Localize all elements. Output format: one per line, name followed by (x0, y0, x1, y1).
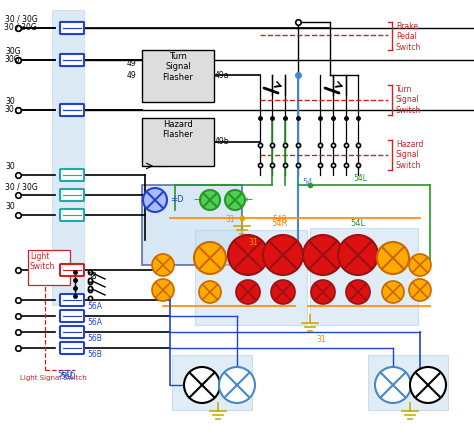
Text: 30: 30 (5, 202, 15, 211)
Circle shape (225, 190, 245, 210)
Circle shape (410, 367, 446, 403)
Text: 54L: 54L (350, 219, 365, 228)
Circle shape (303, 235, 343, 275)
Text: 54R: 54R (272, 219, 288, 228)
Text: 58: 58 (87, 272, 97, 281)
Text: Light
Switch: Light Switch (30, 252, 55, 271)
Text: 56D: 56D (57, 370, 73, 379)
FancyBboxPatch shape (60, 310, 84, 322)
Circle shape (409, 254, 431, 276)
Circle shape (338, 235, 378, 275)
FancyBboxPatch shape (60, 294, 84, 306)
Text: 56A: 56A (87, 318, 102, 327)
Text: Hazard
Signal
Switch: Hazard Signal Switch (396, 140, 423, 170)
Text: 30G: 30G (4, 55, 19, 64)
Text: 30 / 30G: 30 / 30G (5, 182, 38, 191)
FancyBboxPatch shape (60, 54, 84, 66)
Text: =D: =D (170, 195, 183, 204)
Circle shape (346, 280, 370, 304)
Text: 30G: 30G (5, 47, 21, 56)
Circle shape (152, 254, 174, 276)
Circle shape (152, 279, 174, 301)
Text: 31: 31 (248, 238, 258, 247)
Text: Hazard
Flasher: Hazard Flasher (163, 120, 193, 139)
FancyBboxPatch shape (60, 169, 84, 181)
Circle shape (263, 235, 303, 275)
FancyBboxPatch shape (60, 22, 84, 34)
Bar (52, 10, 84, 305)
FancyBboxPatch shape (60, 326, 84, 338)
Circle shape (200, 190, 220, 210)
Text: 54L: 54L (353, 174, 367, 183)
Text: 54R: 54R (273, 215, 288, 224)
Circle shape (271, 280, 295, 304)
Bar (28, 250, 70, 285)
Circle shape (143, 188, 167, 212)
Text: Turn
Signal
Flasher: Turn Signal Flasher (163, 52, 193, 82)
Circle shape (194, 242, 226, 274)
Circle shape (409, 279, 431, 301)
Circle shape (311, 280, 335, 304)
Bar (172, 355, 252, 410)
FancyBboxPatch shape (60, 342, 84, 354)
Circle shape (236, 280, 260, 304)
Circle shape (199, 281, 221, 303)
Circle shape (382, 281, 404, 303)
Circle shape (375, 367, 411, 403)
Text: 30 / 30G: 30 / 30G (4, 23, 37, 32)
Text: 49a: 49a (215, 71, 229, 80)
Text: →: → (194, 195, 202, 205)
Text: 54: 54 (302, 178, 312, 187)
Text: 31: 31 (316, 335, 326, 344)
Text: 56A: 56A (87, 302, 102, 311)
FancyBboxPatch shape (60, 264, 84, 276)
FancyBboxPatch shape (60, 104, 84, 116)
Text: 56B: 56B (87, 334, 102, 343)
Text: Turn
Signal
Switch: Turn Signal Switch (396, 85, 421, 115)
Text: 30: 30 (5, 97, 15, 106)
Text: 49: 49 (126, 59, 136, 67)
Circle shape (228, 235, 268, 275)
Bar (368, 355, 448, 410)
FancyBboxPatch shape (60, 22, 84, 34)
Text: 49: 49 (126, 71, 136, 80)
Bar (142, 50, 214, 102)
Text: 49b: 49b (215, 138, 229, 147)
Text: 30: 30 (5, 162, 15, 171)
Text: ←: ← (245, 195, 253, 205)
FancyBboxPatch shape (60, 104, 84, 116)
Text: 56D: 56D (60, 372, 76, 381)
Text: 31: 31 (225, 215, 235, 224)
Circle shape (184, 367, 220, 403)
Circle shape (219, 367, 255, 403)
Text: Brake
Pedal
Switch: Brake Pedal Switch (396, 22, 421, 52)
Text: Light Signal Switch: Light Signal Switch (20, 375, 87, 381)
Bar (142, 185, 242, 265)
Circle shape (377, 242, 409, 274)
Bar (195, 230, 307, 325)
Text: 30: 30 (4, 105, 14, 114)
Bar (310, 228, 418, 325)
Bar (142, 118, 214, 166)
FancyBboxPatch shape (60, 189, 84, 201)
Text: 56B: 56B (87, 350, 102, 359)
FancyBboxPatch shape (60, 54, 84, 66)
Text: 30 / 30G: 30 / 30G (5, 15, 38, 24)
FancyBboxPatch shape (60, 209, 84, 221)
